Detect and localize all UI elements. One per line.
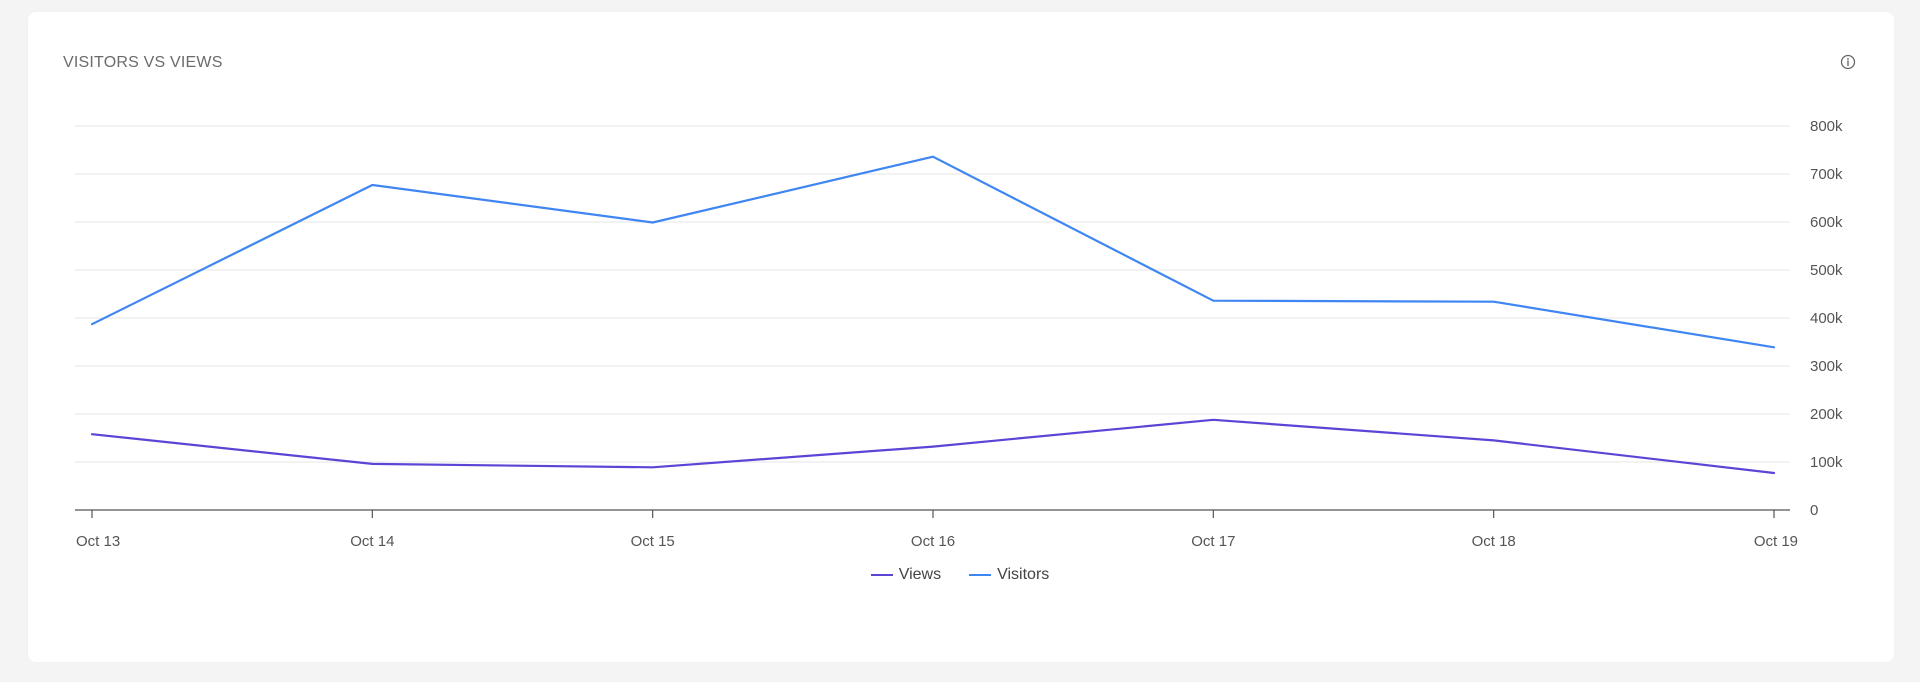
y-tick-label: 300k (1810, 358, 1843, 375)
x-tick-labels: Oct 13 Oct 14 Oct 15 Oct 16 Oct 17 Oct 18 Oct … (76, 533, 1798, 550)
y-tick-label: 700k (1810, 166, 1843, 183)
legend-label-visitors: Visitors (997, 566, 1050, 583)
x-tick-label: Oct 15 (631, 533, 675, 550)
y-tick-labels: 0 100k 200k 300k 400k 500k 600k 700k 800k (1810, 118, 1843, 519)
legend-swatch-views (870, 574, 893, 576)
info-circle-icon[interactable] (1840, 54, 1856, 70)
x-tick-label: Oct 14 (350, 533, 394, 550)
x-tick-label: Oct 13 (76, 533, 120, 550)
series-line-views (90, 418, 1776, 475)
x-tick-label: Oct 18 (1472, 533, 1516, 550)
y-tick-label: 800k (1810, 118, 1843, 135)
series-line-visitors (90, 155, 1776, 349)
y-tick-label: 0 (1810, 502, 1818, 519)
legend-item-views[interactable]: Views (870, 566, 942, 584)
series-lines (90, 155, 1776, 475)
legend-swatch-visitors (969, 574, 992, 576)
y-tick-label: 100k (1810, 454, 1843, 471)
x-axis (75, 509, 1790, 518)
x-tick-label: Oct 19 (1754, 533, 1798, 550)
y-tick-label: 500k (1810, 262, 1843, 279)
x-tick-label: Oct 17 (1191, 533, 1235, 550)
chart-title: VISITORS VS VIEWS (63, 54, 223, 71)
y-tick-label: 200k (1810, 406, 1843, 423)
chart-card: VISITORS VS VIEWS (28, 12, 1894, 662)
y-tick-label: 400k (1810, 310, 1843, 327)
grid-lines (75, 125, 1790, 463)
x-tick-label: Oct 16 (911, 533, 955, 550)
legend-item-visitors[interactable]: Visitors (969, 566, 1049, 584)
legend-label-views: Views (898, 566, 942, 583)
chart-legend: Views Visitors (0, 566, 1920, 584)
y-tick-label: 600k (1810, 214, 1843, 231)
